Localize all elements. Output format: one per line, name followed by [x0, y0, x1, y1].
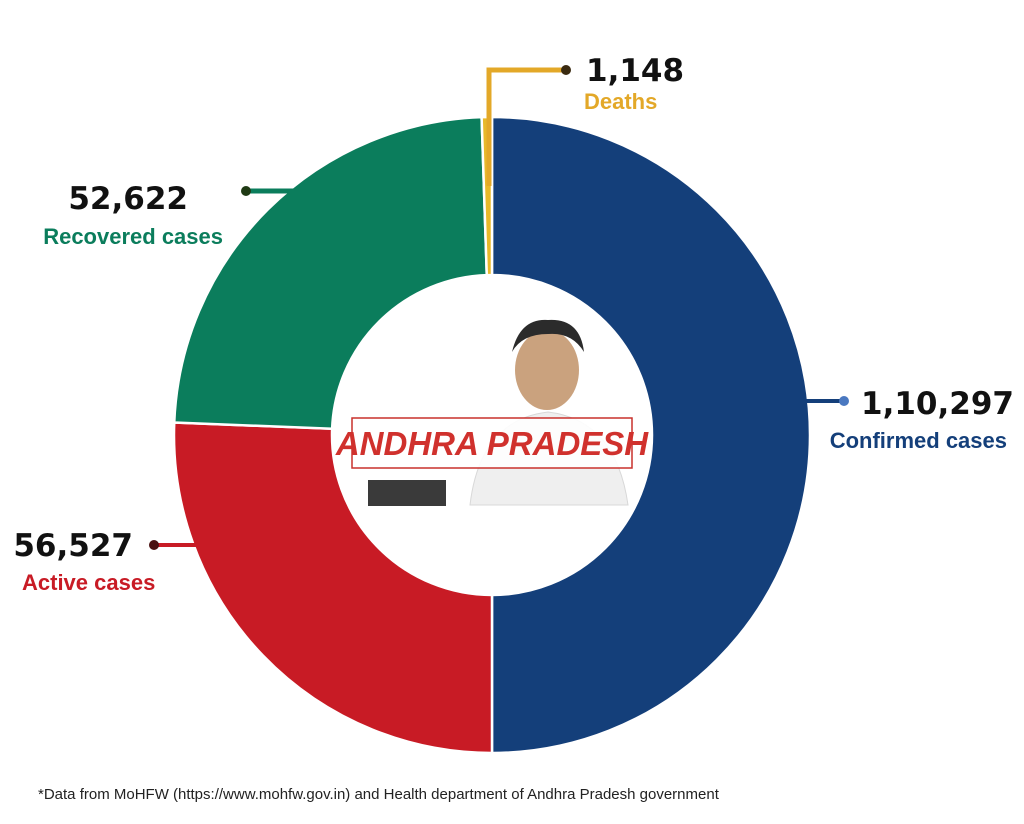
deaths-value: 1,148 — [586, 53, 684, 89]
person-head-icon — [515, 330, 579, 410]
confirmed-value: 1,10,297 — [861, 386, 1014, 422]
confirmed-label: Confirmed cases — [830, 428, 1007, 453]
recovered-label: Recovered cases — [43, 224, 223, 249]
confirmed-leader-dot — [839, 396, 849, 406]
deaths-leader-line — [486, 67, 566, 186]
deaths-leader-dot — [561, 65, 571, 75]
center-title-box — [351, 417, 633, 469]
footnote: *Data from MoHFW (https://www.mohfw.gov.… — [38, 786, 719, 803]
active-label: Active cases — [22, 570, 155, 595]
center-title: ANDHRA PRADESH — [335, 425, 649, 462]
person-hair-icon — [512, 319, 584, 352]
recovered-leader-dot — [241, 186, 251, 196]
recovered-value: 52,622 — [68, 181, 188, 217]
active-leader-dot — [149, 540, 159, 550]
desk-object-icon — [368, 480, 446, 506]
active-slice — [172, 421, 494, 755]
leader-lines — [149, 65, 849, 550]
recovered-leader-line — [246, 188, 330, 308]
recovered-slice — [172, 115, 489, 431]
confirmed-slice — [490, 115, 812, 755]
deaths-label: Deaths — [584, 89, 657, 114]
active-value: 56,527 — [13, 528, 133, 564]
